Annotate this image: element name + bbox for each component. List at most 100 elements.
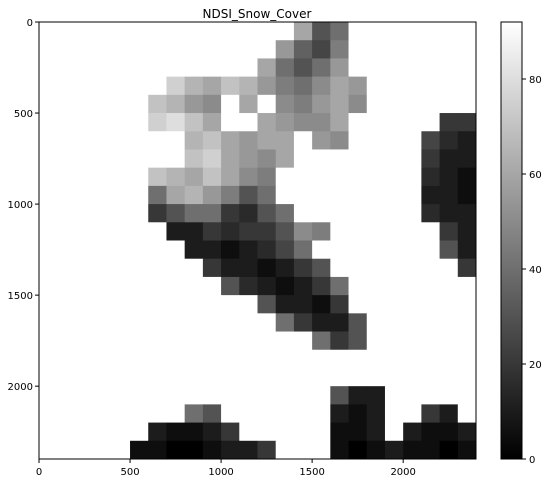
heatmap-cell (421, 367, 440, 387)
heatmap-cell (275, 167, 295, 187)
heatmap-cell (111, 94, 131, 114)
heatmap-cell (439, 240, 459, 260)
heatmap-cell (348, 295, 368, 314)
heatmap-cell (366, 349, 386, 369)
heatmap-cell (257, 22, 277, 41)
heatmap-cell (184, 222, 204, 241)
heatmap-cell (148, 240, 167, 260)
heatmap-cell (312, 58, 331, 78)
heatmap-cell (111, 204, 131, 223)
heatmap-cell (312, 386, 331, 405)
heatmap-cell (366, 76, 386, 96)
heatmap-cell (130, 367, 149, 387)
heatmap-cell (184, 131, 204, 150)
heatmap-cell (57, 22, 76, 41)
heatmap-cell (403, 440, 422, 460)
heatmap-cell (130, 185, 149, 205)
x-tick-label: 2000 (390, 467, 415, 478)
heatmap-cell (221, 276, 240, 296)
heatmap-cell (348, 349, 368, 369)
heatmap-cell (257, 349, 277, 369)
heatmap-cell (202, 76, 222, 96)
heatmap-cell (348, 313, 368, 332)
heatmap-cell (166, 222, 186, 241)
heatmap-cell (184, 185, 204, 205)
heatmap-cell (130, 404, 149, 423)
heatmap-cell (421, 185, 440, 205)
heatmap-cell (75, 276, 95, 296)
heatmap-cell (257, 276, 277, 296)
heatmap-cell (57, 185, 76, 205)
heatmap-cell (275, 240, 295, 260)
heatmap-cell (130, 331, 149, 351)
heatmap-cell (330, 185, 349, 205)
heatmap-cell (184, 276, 204, 296)
heatmap-cell (403, 313, 422, 332)
heatmap-cell (439, 113, 459, 132)
heatmap-cell (39, 131, 58, 150)
heatmap-cell (130, 222, 149, 241)
heatmap-cell (330, 367, 349, 387)
heatmap-cell (202, 113, 222, 132)
heatmap-cell (366, 149, 386, 169)
heatmap-cell (366, 22, 386, 41)
heatmap-cell (166, 295, 186, 314)
heatmap-cell (130, 440, 149, 460)
heatmap-cell (221, 94, 240, 114)
heatmap-cell (384, 204, 404, 223)
heatmap-cell (148, 276, 167, 296)
heatmap-cell (457, 313, 477, 332)
heatmap-cell (57, 113, 76, 132)
heatmap-cell (57, 131, 76, 150)
heatmap-cell (275, 404, 295, 423)
heatmap-cell (330, 386, 349, 405)
heatmap-cell (166, 313, 186, 332)
heatmap-cell (293, 313, 313, 332)
heatmap-cell (75, 440, 95, 460)
heatmap-cell (39, 258, 58, 278)
heatmap-cell (421, 113, 440, 132)
heatmap-cell (457, 167, 477, 187)
heatmap-cell (39, 349, 58, 369)
heatmap-cell (366, 367, 386, 387)
heatmap-cell (348, 331, 368, 351)
heatmap-cell (184, 404, 204, 423)
heatmap-cell (130, 22, 149, 41)
heatmap-cell (275, 422, 295, 442)
heatmap-cell (221, 422, 240, 442)
heatmap-cell (330, 58, 349, 78)
heatmap-cell (166, 76, 186, 96)
heatmap-cell (312, 22, 331, 41)
heatmap-cell (184, 440, 204, 460)
heatmap-cell (330, 222, 349, 241)
heatmap-cell (384, 349, 404, 369)
heatmap-cell (457, 295, 477, 314)
heatmap-cell (239, 131, 258, 150)
heatmap-cell (130, 58, 149, 78)
heatmap-cell (257, 76, 277, 96)
heatmap-cell (421, 422, 440, 442)
heatmap-cell (366, 40, 386, 59)
heatmap-cell (275, 367, 295, 387)
heatmap-cell (148, 40, 167, 59)
heatmap-cell (348, 22, 368, 41)
heatmap-cell (75, 258, 95, 278)
heatmap-cell (384, 331, 404, 351)
y-tick-label: 1500 (8, 291, 33, 302)
heatmap-cell (239, 222, 258, 241)
heatmap-cell (93, 76, 113, 96)
heatmap-cell (130, 276, 149, 296)
heatmap-cell (93, 22, 113, 41)
heatmap-cell (130, 422, 149, 442)
heatmap-cell (257, 167, 277, 187)
heatmap-cell (202, 295, 222, 314)
heatmap-cell (457, 40, 477, 59)
heatmap-cell (293, 331, 313, 351)
heatmap-cell (384, 76, 404, 96)
heatmap-cell (312, 222, 331, 241)
heatmap-cell (457, 404, 477, 423)
heatmap-cell (330, 76, 349, 96)
heatmap-cell (111, 440, 131, 460)
heatmap-cell (275, 185, 295, 205)
heatmap-cell (293, 40, 313, 59)
